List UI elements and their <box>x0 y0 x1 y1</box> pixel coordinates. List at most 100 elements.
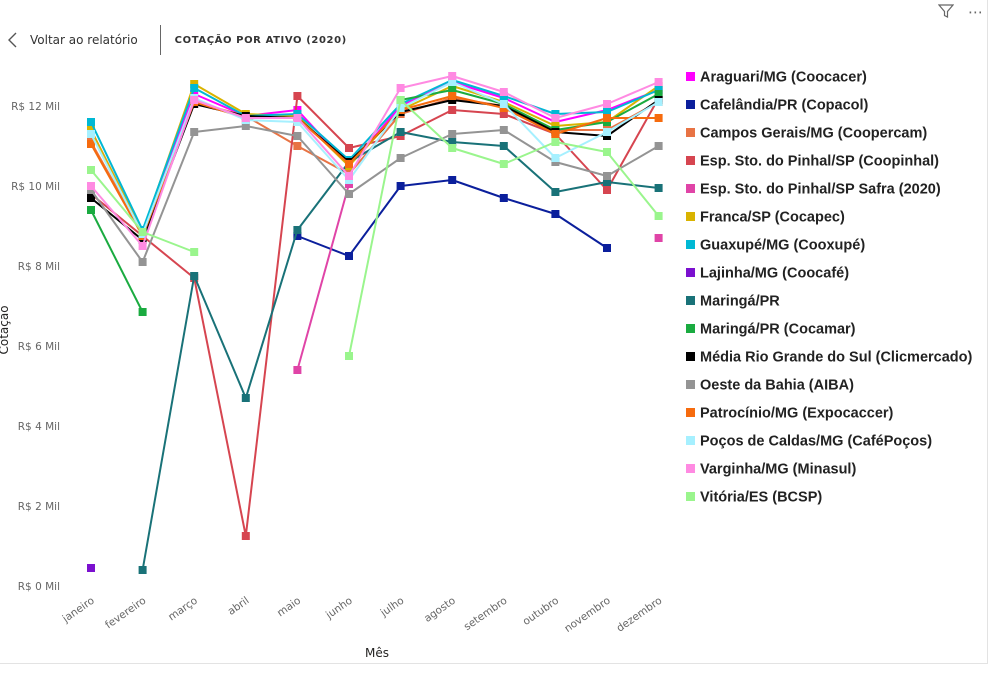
data-point[interactable] <box>138 308 147 316</box>
data-point[interactable] <box>138 258 147 266</box>
data-point[interactable] <box>293 132 302 140</box>
data-point[interactable] <box>293 226 302 234</box>
legend-item[interactable]: Maringá/PR (Cocamar) <box>686 322 856 338</box>
legend-item[interactable]: Araguari/MG (Coocacer) <box>686 70 867 86</box>
back-to-report-button[interactable]: Voltar ao relatório <box>0 31 138 49</box>
data-point[interactable] <box>551 138 560 146</box>
legend-item[interactable]: Vitória/ES (BCSP) <box>686 490 822 506</box>
data-point[interactable] <box>293 232 302 240</box>
data-point[interactable] <box>551 130 560 138</box>
legend-item[interactable]: Poços de Caldas/MG (CaféPoços) <box>686 434 932 450</box>
data-point[interactable] <box>345 160 353 168</box>
data-point[interactable] <box>448 78 457 86</box>
data-point[interactable] <box>603 108 611 116</box>
data-point[interactable] <box>87 166 95 174</box>
data-point[interactable] <box>190 128 199 136</box>
legend-item[interactable]: Esp. Sto. do Pinhal/SP Safra (2020) <box>686 182 941 198</box>
data-point[interactable] <box>654 212 663 220</box>
data-point[interactable] <box>448 176 457 184</box>
data-point[interactable] <box>448 138 457 146</box>
data-point[interactable] <box>499 110 508 118</box>
data-point[interactable] <box>190 272 199 280</box>
data-point[interactable] <box>345 144 353 152</box>
data-point[interactable] <box>87 118 95 126</box>
data-point[interactable] <box>345 352 353 360</box>
data-point[interactable] <box>448 86 457 94</box>
data-point[interactable] <box>293 366 302 374</box>
data-point[interactable] <box>190 248 199 256</box>
data-point[interactable] <box>293 92 302 100</box>
legend-item[interactable]: Franca/SP (Cocapec) <box>686 210 845 226</box>
data-point[interactable] <box>87 130 95 138</box>
more-options-icon[interactable]: ⋯ <box>968 3 983 21</box>
data-point[interactable] <box>654 142 663 150</box>
data-point[interactable] <box>551 188 560 196</box>
data-point[interactable] <box>603 178 611 186</box>
data-point[interactable] <box>396 96 405 104</box>
legend-item[interactable]: Média Rio Grande do Sul (Clicmercado) <box>686 350 972 366</box>
data-point[interactable] <box>603 172 611 180</box>
data-point[interactable] <box>138 566 147 574</box>
data-point[interactable] <box>345 190 353 198</box>
data-point[interactable] <box>190 84 199 92</box>
data-point[interactable] <box>396 182 405 190</box>
legend-item[interactable]: Guaxupé/MG (Cooxupé) <box>686 238 865 254</box>
data-point[interactable] <box>654 184 663 192</box>
data-point[interactable] <box>87 564 95 572</box>
data-point[interactable] <box>499 194 508 202</box>
data-point[interactable] <box>603 100 611 108</box>
data-point[interactable] <box>448 130 457 138</box>
data-point[interactable] <box>241 532 250 540</box>
data-point[interactable] <box>396 154 405 162</box>
data-point[interactable] <box>87 182 95 190</box>
data-point[interactable] <box>241 394 250 402</box>
data-point[interactable] <box>603 114 611 122</box>
data-point[interactable] <box>87 140 95 148</box>
data-point[interactable] <box>603 128 611 136</box>
data-point[interactable] <box>551 210 560 218</box>
data-point[interactable] <box>603 244 611 252</box>
data-point[interactable] <box>448 106 457 114</box>
data-point[interactable] <box>603 148 611 156</box>
data-point[interactable] <box>499 160 508 168</box>
data-point[interactable] <box>499 126 508 134</box>
data-point[interactable] <box>499 100 508 108</box>
data-point[interactable] <box>138 242 147 250</box>
data-point[interactable] <box>654 90 663 98</box>
data-point[interactable] <box>654 234 663 242</box>
data-point[interactable] <box>241 114 250 122</box>
data-point[interactable] <box>138 228 147 236</box>
legend-item[interactable]: Esp. Sto. do Pinhal/SP (Coopinhal) <box>686 154 939 170</box>
data-point[interactable] <box>396 84 405 92</box>
data-point[interactable] <box>293 114 302 122</box>
data-point[interactable] <box>551 154 560 162</box>
data-point[interactable] <box>551 114 560 122</box>
legend-item[interactable]: Lajinha/MG (Coocafé) <box>686 266 849 282</box>
legend-item[interactable]: Campos Gerais/MG (Coopercam) <box>686 126 927 142</box>
data-point[interactable] <box>448 144 457 152</box>
legend-item[interactable]: Maringá/PR <box>686 294 780 310</box>
data-point[interactable] <box>603 186 611 194</box>
legend-item[interactable]: Cafelândia/PR (Copacol) <box>686 98 869 114</box>
legend-item[interactable]: Patrocínio/MG (Expocaccer) <box>686 406 894 422</box>
data-point[interactable] <box>499 142 508 150</box>
data-point[interactable] <box>396 104 405 112</box>
data-point[interactable] <box>87 194 95 202</box>
data-point[interactable] <box>293 142 302 150</box>
legend-label: Franca/SP (Cocapec) <box>700 210 845 226</box>
data-point[interactable] <box>654 78 663 86</box>
filter-icon[interactable] <box>937 4 955 20</box>
data-point[interactable] <box>87 206 95 214</box>
data-point[interactable] <box>241 122 250 130</box>
data-point[interactable] <box>190 96 199 104</box>
data-point[interactable] <box>345 172 353 180</box>
data-point[interactable] <box>396 128 405 136</box>
data-point[interactable] <box>448 72 457 80</box>
data-point[interactable] <box>654 114 663 122</box>
data-point[interactable] <box>448 92 457 100</box>
legend-item[interactable]: Oeste da Bahia (AIBA) <box>686 378 854 394</box>
data-point[interactable] <box>654 98 663 106</box>
legend-item[interactable]: Varginha/MG (Minasul) <box>686 462 856 478</box>
data-point[interactable] <box>499 88 508 96</box>
data-point[interactable] <box>345 252 353 260</box>
